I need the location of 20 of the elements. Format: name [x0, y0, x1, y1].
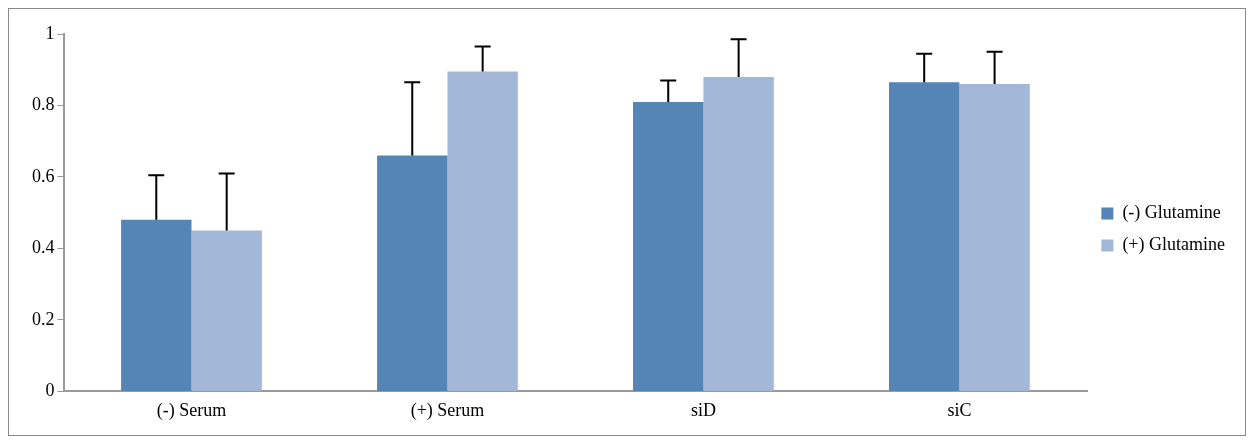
legend-label: (+) Glutamine	[1122, 234, 1226, 256]
bar	[121, 219, 192, 391]
x-tick-label: (-) Serum	[156, 399, 227, 421]
y-tick-label: 0.4	[32, 237, 55, 258]
bar	[191, 230, 262, 391]
y-tick-label: 0.8	[32, 94, 55, 115]
y-tick-label: 0.6	[32, 165, 55, 186]
y-tick-label: 0.2	[32, 308, 55, 329]
x-tick-label: siD	[690, 399, 716, 420]
bar	[447, 71, 518, 391]
bar	[889, 82, 960, 391]
bar	[633, 101, 704, 391]
bar	[703, 76, 774, 391]
x-tick-label: (+) Serum	[410, 399, 485, 421]
y-tick-label: 0	[45, 380, 55, 401]
bar	[959, 84, 1030, 391]
x-tick-label: siC	[947, 399, 972, 420]
y-tick-label: 1	[45, 22, 55, 43]
legend-label: (-) Glutamine	[1122, 202, 1221, 224]
bar	[377, 155, 448, 391]
